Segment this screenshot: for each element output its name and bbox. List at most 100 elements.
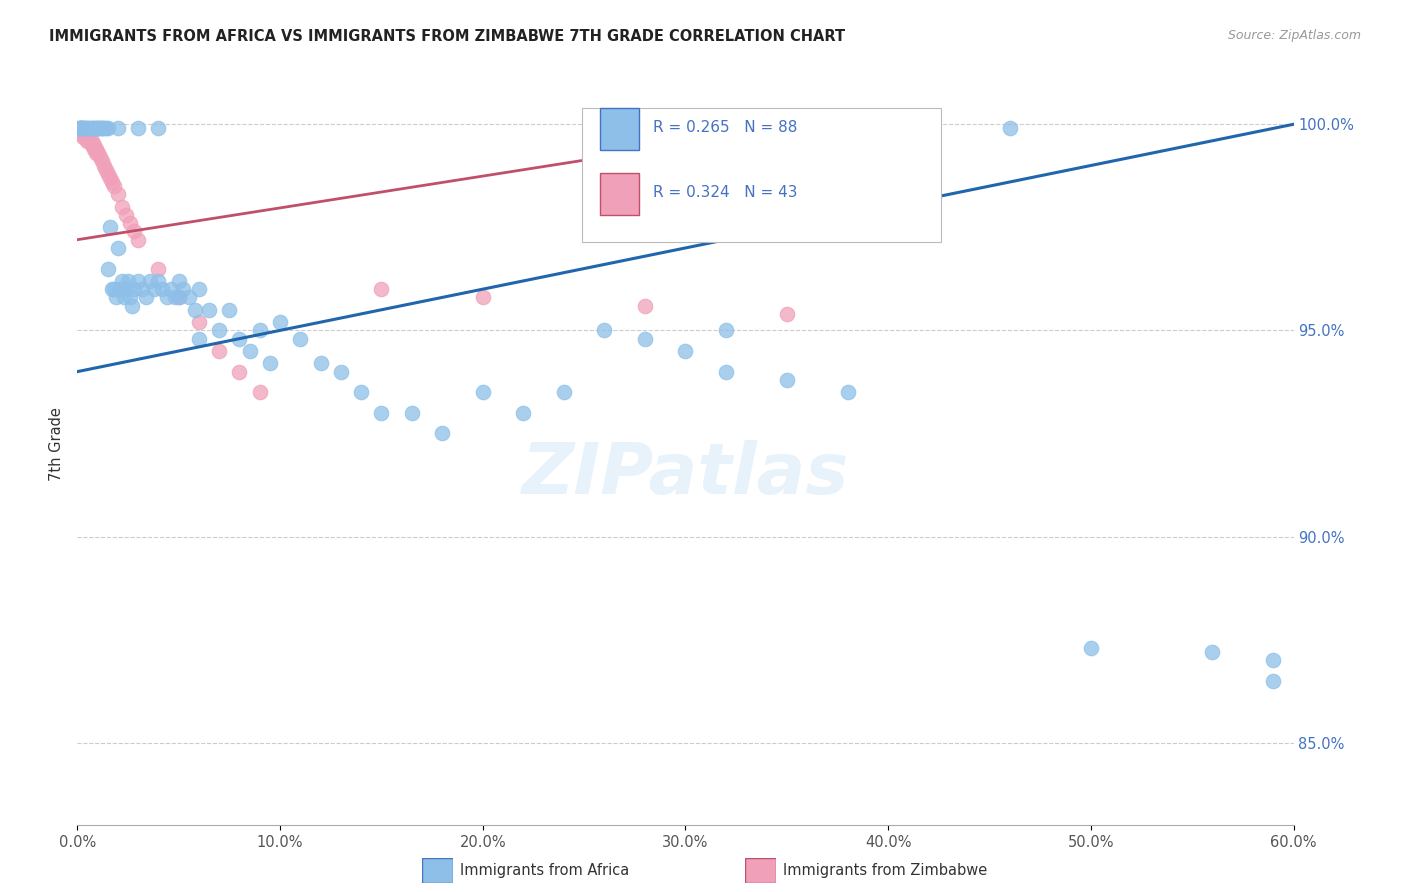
Bar	[600, 108, 640, 150]
Point	[122, 282, 145, 296]
Point	[84, 121, 107, 136]
Point	[75, 121, 97, 136]
Point	[76, 121, 98, 136]
Point	[228, 365, 250, 379]
Point	[79, 121, 101, 136]
Point	[1080, 640, 1102, 655]
Point	[139, 274, 162, 288]
Point	[79, 129, 101, 144]
Point	[512, 406, 534, 420]
Y-axis label: 7th Grade: 7th Grade	[49, 407, 65, 481]
Point	[86, 146, 108, 161]
Point	[107, 241, 129, 255]
Point	[90, 154, 112, 169]
Point	[309, 356, 332, 370]
Point	[76, 121, 98, 136]
Bar	[600, 173, 640, 215]
Point	[634, 332, 657, 346]
Point	[127, 121, 149, 136]
Point	[67, 121, 90, 136]
Point	[98, 170, 121, 185]
Point	[115, 208, 138, 222]
Point	[90, 121, 112, 136]
Point	[89, 121, 111, 136]
Point	[75, 126, 97, 140]
Point	[714, 323, 737, 337]
Point	[97, 261, 120, 276]
Point	[471, 290, 494, 304]
Point	[135, 290, 157, 304]
Point	[83, 121, 105, 136]
Point	[108, 282, 131, 296]
Point	[148, 261, 170, 276]
Point	[370, 282, 392, 296]
Point	[94, 121, 117, 136]
Point	[72, 129, 94, 144]
Point	[84, 142, 107, 156]
Point	[776, 373, 799, 387]
Point	[80, 121, 103, 136]
Point	[259, 356, 281, 370]
Point	[127, 274, 149, 288]
Point	[1201, 645, 1223, 659]
Text: IMMIGRANTS FROM AFRICA VS IMMIGRANTS FROM ZIMBABWE 7TH GRADE CORRELATION CHART: IMMIGRANTS FROM AFRICA VS IMMIGRANTS FRO…	[49, 29, 845, 44]
Point	[249, 323, 271, 337]
Text: R = 0.324   N = 43: R = 0.324 N = 43	[652, 185, 797, 200]
Point	[148, 274, 170, 288]
Point	[93, 121, 115, 136]
Point	[837, 385, 859, 400]
Point	[79, 134, 101, 148]
Point	[118, 216, 141, 230]
Point	[101, 282, 124, 296]
Point	[70, 121, 93, 136]
Point	[177, 290, 200, 304]
Point	[97, 121, 120, 136]
Text: Immigrants from Africa: Immigrants from Africa	[460, 863, 628, 878]
Point	[94, 162, 117, 177]
Point	[97, 167, 120, 181]
Point	[72, 121, 94, 136]
Point	[218, 302, 240, 317]
Point	[198, 302, 221, 317]
Point	[228, 332, 250, 346]
Point	[86, 121, 108, 136]
Point	[188, 332, 211, 346]
Point	[80, 134, 103, 148]
Point	[83, 142, 105, 156]
Point	[471, 385, 494, 400]
Point	[70, 126, 93, 140]
Point	[111, 274, 134, 288]
Point	[634, 299, 657, 313]
Point	[208, 323, 231, 337]
Point	[103, 179, 125, 194]
Point	[208, 344, 231, 359]
Point	[115, 282, 138, 296]
Point	[998, 121, 1021, 136]
Point	[80, 137, 103, 152]
Point	[155, 290, 177, 304]
Point	[117, 274, 139, 288]
Point	[148, 121, 170, 136]
Point	[188, 282, 211, 296]
Point	[329, 365, 352, 379]
Point	[89, 150, 111, 164]
Point	[72, 126, 94, 140]
Point	[107, 121, 129, 136]
Point	[675, 344, 697, 359]
Point	[370, 406, 392, 420]
Point	[430, 426, 453, 441]
Point	[714, 365, 737, 379]
Text: Immigrants from Zimbabwe: Immigrants from Zimbabwe	[783, 863, 987, 878]
Point	[84, 121, 107, 136]
Point	[131, 282, 153, 296]
Point	[83, 137, 105, 152]
Point	[143, 282, 166, 296]
Point	[75, 129, 97, 144]
Point	[152, 282, 174, 296]
Point	[67, 121, 90, 136]
Point	[1263, 653, 1285, 667]
Point	[67, 126, 90, 140]
Point	[401, 406, 423, 420]
Point	[239, 344, 262, 359]
Point	[112, 290, 135, 304]
